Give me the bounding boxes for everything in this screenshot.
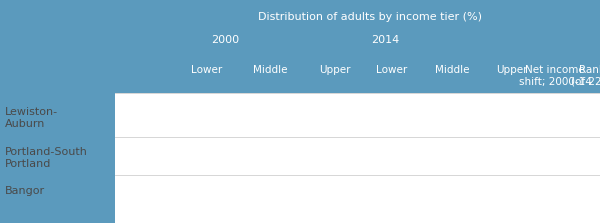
Text: 10.8: 10.8: [322, 109, 348, 122]
Text: Middle: Middle: [435, 65, 469, 75]
Text: 2014: 2014: [371, 35, 399, 45]
Text: 65: 65: [584, 188, 599, 200]
Text: Lower: Lower: [191, 65, 223, 75]
Text: 32.6: 32.6: [379, 188, 405, 200]
Text: 61.2: 61.2: [257, 109, 283, 122]
Text: Net income
shift; 2000-14: Net income shift; 2000-14: [518, 65, 592, 87]
Text: 21.1: 21.1: [499, 109, 525, 122]
Text: 6.6: 6.6: [545, 149, 565, 161]
Text: 21.0: 21.0: [499, 149, 525, 161]
Text: Middle: Middle: [253, 65, 287, 75]
Text: 57.0: 57.0: [439, 149, 465, 161]
Text: 3.4: 3.4: [545, 188, 565, 200]
Text: 25.6: 25.6: [379, 109, 405, 122]
Text: 33.2: 33.2: [194, 188, 220, 200]
Text: Upper: Upper: [319, 65, 351, 75]
Text: Lewiston-
Auburn: Lewiston- Auburn: [5, 107, 58, 129]
Text: 54.2: 54.2: [439, 188, 465, 200]
Text: 10.4: 10.4: [322, 188, 348, 200]
Text: 2000: 2000: [211, 35, 239, 45]
Text: 56.4: 56.4: [257, 188, 283, 200]
Text: Distribution of adults by income tier (%): Distribution of adults by income tier (%…: [258, 12, 482, 22]
Text: 53.2: 53.2: [439, 109, 465, 122]
Text: Lower: Lower: [376, 65, 407, 75]
Text: Upper: Upper: [496, 65, 528, 75]
Text: 28.1: 28.1: [194, 109, 220, 122]
Text: 22.8: 22.8: [194, 149, 220, 161]
Text: 15.2: 15.2: [322, 149, 348, 161]
Text: Portland-South
Portland: Portland-South Portland: [5, 147, 88, 169]
Text: 12.8: 12.8: [542, 109, 568, 122]
Text: 5: 5: [589, 109, 596, 122]
Text: 22.1: 22.1: [379, 149, 405, 161]
Text: 28: 28: [584, 149, 599, 161]
Text: 62.0: 62.0: [257, 149, 283, 161]
Text: Rank
(of 229): Rank (of 229): [571, 65, 600, 87]
Text: 13.3: 13.3: [499, 188, 525, 200]
Text: Bangor: Bangor: [5, 186, 45, 196]
